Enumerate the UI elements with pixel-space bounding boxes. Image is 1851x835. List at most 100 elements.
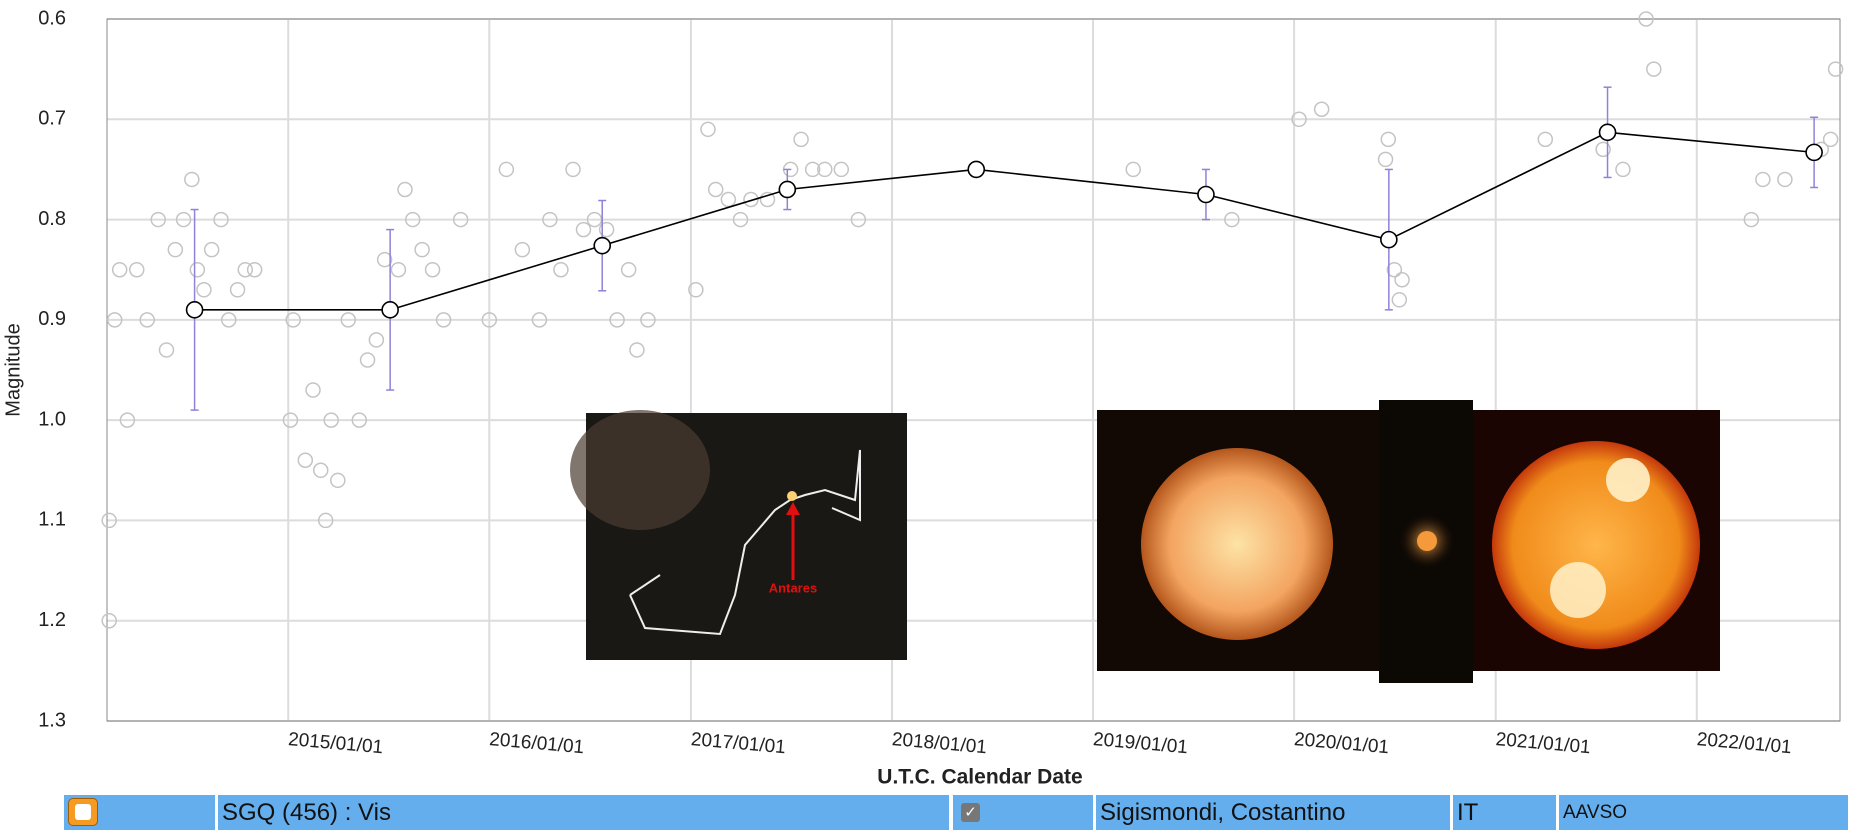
observation-point <box>414 241 430 258</box>
observation-point <box>424 261 441 278</box>
y-tick-label: 0.8 <box>38 208 66 230</box>
mean-point <box>593 236 612 255</box>
observation-point <box>119 412 136 428</box>
observation-point <box>285 312 301 328</box>
observation-point <box>359 352 376 368</box>
observation-point <box>1377 151 1394 168</box>
series-cell: SGQ (456) : Vis <box>218 795 949 830</box>
observation-point <box>1827 61 1844 77</box>
observation-point <box>229 282 246 298</box>
observation-point <box>397 181 413 198</box>
x-tick-label: 2017/01/01 <box>690 729 787 758</box>
observation-point <box>598 221 615 238</box>
checkbox[interactable] <box>68 798 98 826</box>
x-axis-label: U.T.C. Calendar Date <box>877 766 1082 789</box>
observation-point <box>1822 131 1839 148</box>
observation-point <box>340 312 357 328</box>
y-tick-label: 1.3 <box>38 709 66 731</box>
y-tick-label: 1.0 <box>38 408 66 430</box>
source-cell: AAVSO <box>1559 795 1848 830</box>
observation-point <box>404 211 421 228</box>
observation-point <box>553 261 569 278</box>
observation-point <box>1755 171 1771 188</box>
observation-point <box>1743 211 1760 228</box>
observation-point <box>106 312 123 328</box>
star-photos <box>1097 400 1720 683</box>
observation-point <box>184 171 200 188</box>
observation-point <box>1638 11 1654 27</box>
mean-point <box>381 301 399 319</box>
observation-point <box>1291 111 1307 128</box>
observation-point <box>688 282 704 298</box>
observation-point <box>376 251 393 268</box>
x-tick-label: 2022/01/01 <box>1696 729 1793 758</box>
mean-line <box>194 131 1815 311</box>
observation-point <box>732 211 749 228</box>
observation-point <box>246 261 263 278</box>
observation-point <box>1595 141 1611 158</box>
observation-point <box>435 312 452 328</box>
observation-point <box>330 472 346 489</box>
y-tick-label: 1.1 <box>38 509 66 531</box>
x-tick-label: 2019/01/01 <box>1092 729 1189 758</box>
observation-point <box>128 261 145 278</box>
checkbox-checked[interactable]: ✓ <box>961 803 980 822</box>
constellation-photo: Antares <box>570 410 907 660</box>
country-cell: IT <box>1453 795 1556 830</box>
observation-point <box>640 312 656 328</box>
observation-point <box>101 512 117 529</box>
observation-point <box>700 121 716 138</box>
observer-cell: Sigismondi, Costantino <box>1096 795 1450 830</box>
y-axis-label: Magnitude <box>2 323 24 416</box>
observation-point <box>323 412 339 428</box>
observation-point <box>175 211 192 228</box>
observation-point <box>833 161 850 178</box>
observation-point <box>531 312 548 328</box>
plot-frame <box>106 18 1841 722</box>
x-tick-label: 2016/01/01 <box>488 729 585 758</box>
observation-point <box>237 261 254 278</box>
observation-point <box>793 131 809 148</box>
observation-point <box>1615 161 1631 178</box>
observation-point <box>139 312 155 328</box>
observation-point <box>1391 292 1408 308</box>
mean-point <box>1197 185 1215 204</box>
mean-point <box>1380 230 1398 249</box>
observation-point <box>620 261 637 278</box>
observation-point <box>220 312 237 328</box>
observation-point <box>305 382 321 398</box>
observation-point <box>111 261 128 278</box>
observation-point <box>609 312 625 328</box>
x-tick-label: 2015/01/01 <box>287 729 384 758</box>
mean-point <box>778 180 797 199</box>
observation-point <box>1313 101 1330 118</box>
observation-point <box>312 462 329 479</box>
select-cell <box>64 795 215 830</box>
observation-point <box>297 452 314 469</box>
observation-point <box>351 412 368 428</box>
observation-point <box>1537 131 1554 148</box>
observation-point <box>101 612 117 629</box>
y-tick-label: 0.6 <box>38 7 66 29</box>
x-tick-label: 2018/01/01 <box>891 729 988 758</box>
observation-point <box>1224 211 1240 228</box>
y-tick-label: 0.9 <box>38 308 66 330</box>
observation-point <box>481 312 498 328</box>
x-tick-label: 2021/01/01 <box>1495 729 1592 758</box>
visible-cell: ✓ <box>953 795 1093 830</box>
observation-point <box>1380 131 1397 148</box>
observation-point <box>189 261 206 278</box>
observation-point <box>542 211 558 228</box>
observation-point <box>629 342 645 358</box>
observation-point <box>390 261 407 278</box>
y-tick-label: 0.7 <box>38 108 66 130</box>
observation-point <box>282 412 299 428</box>
observation-point <box>1386 261 1403 278</box>
observation-point <box>158 342 175 358</box>
observation-point <box>804 161 821 178</box>
mean-point <box>1598 123 1617 142</box>
image-label: Antares <box>769 580 817 595</box>
observation-point <box>1777 171 1793 188</box>
y-tick-label: 1.2 <box>38 609 66 631</box>
observation-point <box>150 211 166 228</box>
